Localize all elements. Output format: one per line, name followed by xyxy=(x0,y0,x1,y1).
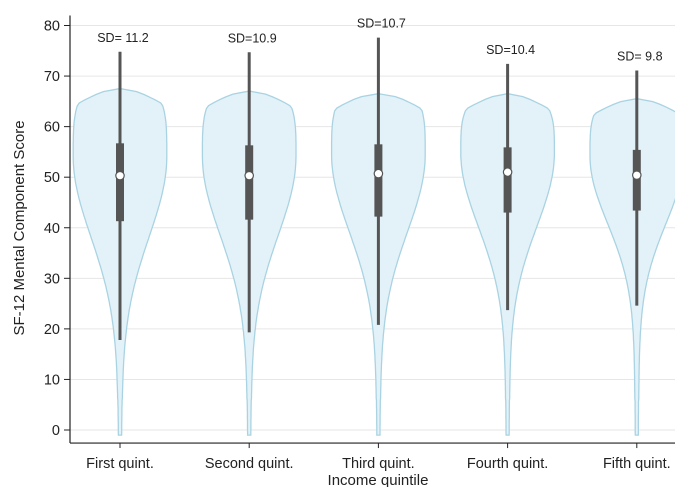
x-tick-label: Second quint. xyxy=(205,456,294,472)
y-tick-label: 0 xyxy=(52,423,60,439)
violin-group xyxy=(589,70,675,436)
y-axis-title: SF-12 Mental Component Score xyxy=(11,120,28,335)
y-ticks: 0 10 20 30 40 50 60 70 80 xyxy=(44,19,70,439)
iqr-box xyxy=(503,147,512,213)
axes xyxy=(69,15,675,444)
x-tick-label: Fourth quint. xyxy=(467,456,548,472)
median-marker xyxy=(373,168,384,179)
x-axis-title: Income quintile xyxy=(328,472,429,487)
sd-label: SD= 9.8 xyxy=(617,50,663,64)
violins xyxy=(72,37,675,436)
y-tick-label: 30 xyxy=(44,271,60,287)
median-marker xyxy=(115,170,125,181)
sd-annotations: SD= 11.2 SD=10.9 SD=10.7 SD=10.4 SD= 9.8 xyxy=(97,17,662,64)
y-tick-label: 80 xyxy=(44,19,60,35)
x-tick-labels: First quint. Second quint. Third quint. Fou… xyxy=(86,443,671,472)
median-marker xyxy=(244,170,254,181)
median-marker xyxy=(502,167,513,177)
violin-group xyxy=(330,37,426,436)
x-tick-label: First quint. xyxy=(86,456,154,472)
sd-label: SD=10.7 xyxy=(357,17,406,31)
y-tick-label: 60 xyxy=(44,120,60,136)
y-tick-label: 20 xyxy=(44,322,60,338)
sd-label: SD= 11.2 xyxy=(97,31,149,45)
y-tick-label: 40 xyxy=(44,221,60,237)
violin-shape xyxy=(589,98,675,436)
x-tick-label: Fifth quint. xyxy=(603,456,671,472)
violin-group xyxy=(460,63,556,436)
y-tick-label: 10 xyxy=(44,372,60,388)
iqr-box xyxy=(632,149,641,211)
median-marker xyxy=(631,170,642,180)
y-tick-label: 70 xyxy=(44,69,60,85)
iqr-box xyxy=(245,145,254,220)
violin-group xyxy=(72,51,168,436)
iqr-box xyxy=(374,144,383,217)
iqr-box xyxy=(116,143,124,222)
sd-label: SD=10.4 xyxy=(486,43,535,57)
sd-label: SD=10.9 xyxy=(228,31,277,45)
y-tick-label: 50 xyxy=(44,170,60,186)
x-tick-label: Third quint. xyxy=(342,456,415,472)
violin-group xyxy=(201,52,297,436)
